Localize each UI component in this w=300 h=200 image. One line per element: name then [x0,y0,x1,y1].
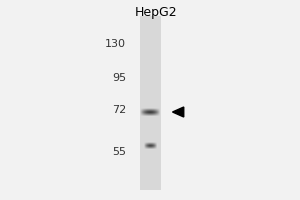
Text: 130: 130 [105,39,126,49]
Text: 55: 55 [112,147,126,157]
Text: HepG2: HepG2 [135,6,177,19]
Text: 72: 72 [112,105,126,115]
Polygon shape [172,107,184,117]
Bar [140,16,160,190]
Text: 95: 95 [112,73,126,83]
